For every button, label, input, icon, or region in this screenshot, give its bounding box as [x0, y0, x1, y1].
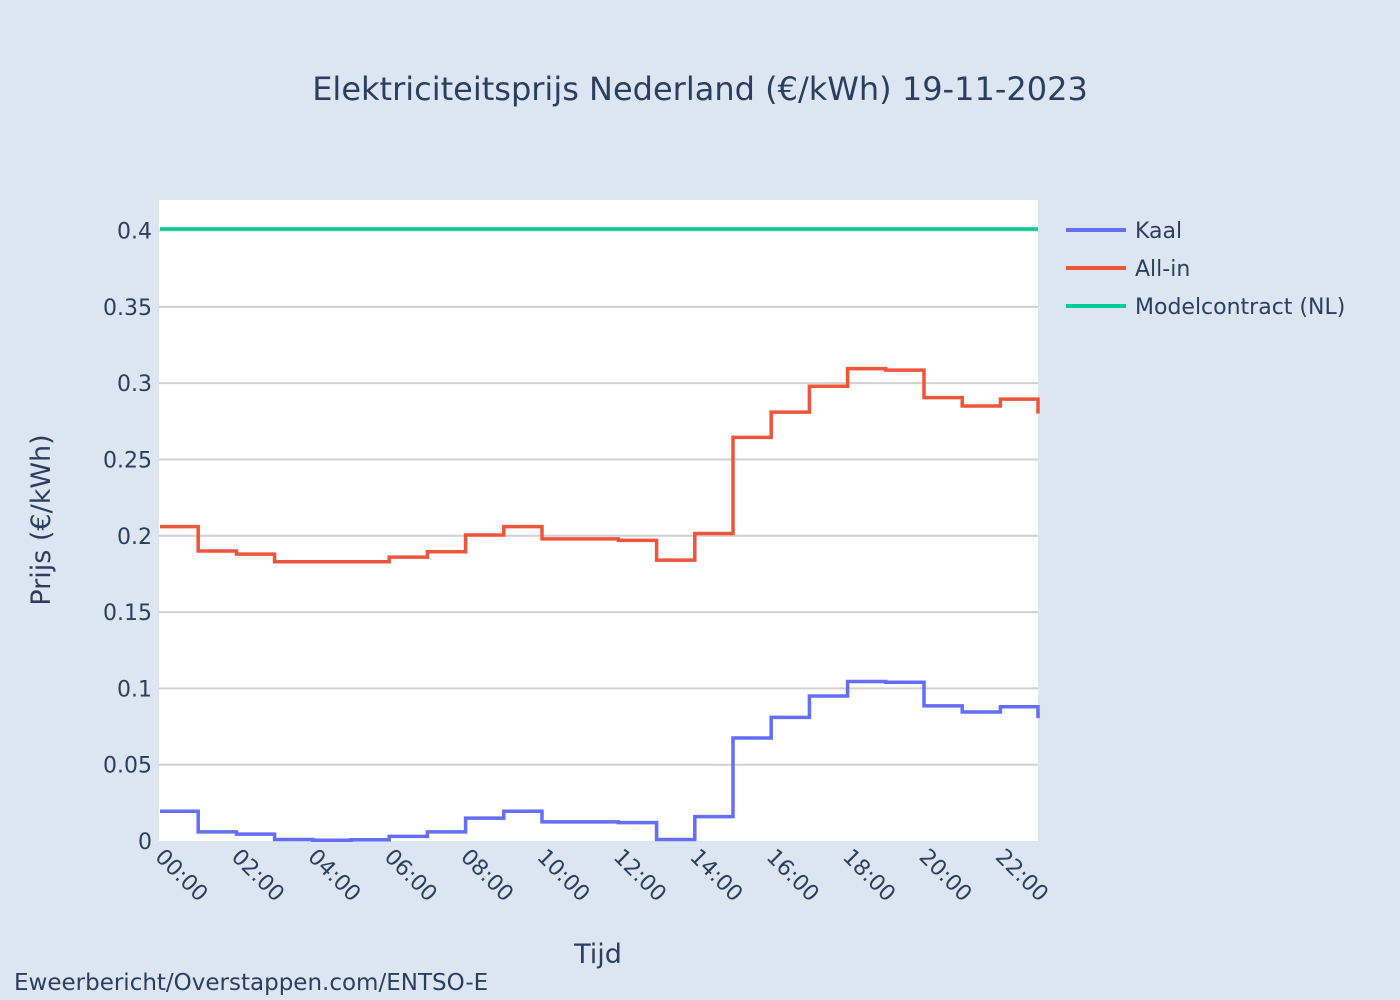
series-group [160, 227, 1040, 842]
x-tick-label: 14:00 [685, 845, 748, 908]
x-tick-label: 06:00 [379, 845, 442, 908]
x-tick-label: 10:00 [532, 845, 595, 908]
y-tick-label: 0.25 [103, 448, 152, 473]
legend-label: Kaal [1135, 219, 1182, 244]
y-tick-label: 0.1 [117, 677, 152, 702]
series-line-1 [160, 366, 1040, 564]
legend[interactable]: Kaal All-in Modelcontract (NL) [1066, 219, 1345, 320]
y-axis: 0 0.05 0.1 0.15 0.2 0.25 0.3 0.35 0.4 [103, 220, 152, 855]
x-tick-label: 22:00 [990, 845, 1053, 908]
x-tick-label: 02:00 [226, 845, 289, 908]
legend-label: Modelcontract (NL) [1135, 295, 1345, 320]
x-tick-label: 16:00 [761, 845, 824, 908]
x-tick-label: 08:00 [455, 845, 518, 908]
y-axis-title: Prijs (€/kWh) [26, 434, 57, 605]
x-tick-label: 20:00 [914, 845, 977, 908]
x-tick-label: 18:00 [837, 845, 900, 908]
y-tick-label: 0.15 [103, 601, 152, 626]
legend-item[interactable]: Modelcontract (NL) [1066, 295, 1345, 320]
x-axis-title: Tijd [573, 939, 622, 970]
y-tick-label: 0.05 [103, 754, 152, 779]
plot-area [159, 200, 1038, 841]
source-credit: Eweerbericht/Overstappen.com/ENTSO-E [14, 970, 488, 996]
x-axis: 00:00 02:00 04:00 06:00 08:00 10:00 12:00 14:00… [150, 845, 1053, 908]
x-tick-label: 04:00 [303, 845, 366, 908]
grid-lines [159, 229, 1038, 766]
x-tick-label: 00:00 [150, 845, 213, 908]
chart-title: Elektriciteitsprijs Nederland (€/kWh) 19… [312, 70, 1088, 108]
y-tick-label: 0.3 [117, 372, 152, 397]
y-tick-label: 0.2 [117, 525, 152, 550]
y-tick-label: 0.35 [103, 296, 152, 321]
y-tick-label: 0.4 [117, 220, 152, 245]
series-line-0 [160, 679, 1040, 842]
legend-item[interactable]: Kaal [1066, 219, 1182, 244]
y-tick-label: 0 [138, 830, 152, 855]
legend-item[interactable]: All-in [1066, 257, 1190, 282]
legend-label: All-in [1135, 257, 1190, 282]
x-tick-label: 12:00 [608, 845, 671, 908]
